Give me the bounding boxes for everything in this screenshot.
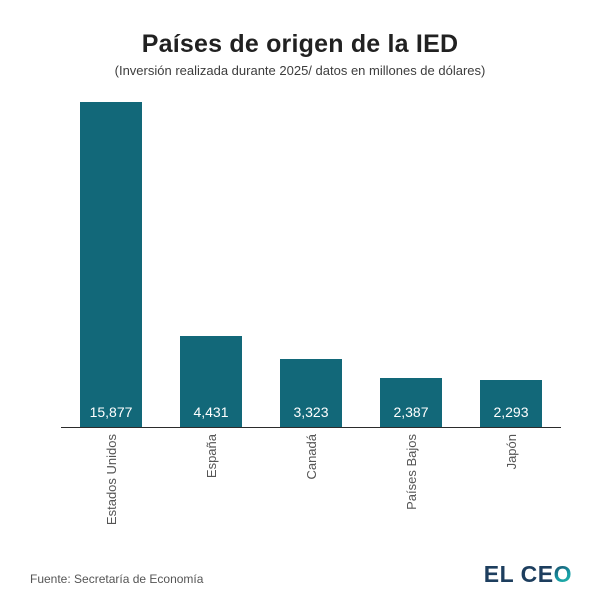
x-tick-slot-paises-bajos: Países Bajos [361, 434, 461, 534]
x-tick-label-estados-unidos: Estados Unidos [103, 434, 119, 526]
bar-slot-estados-unidos: 15,877 [61, 97, 161, 428]
bar-espana: 4,431 [180, 336, 242, 428]
bar-estados-unidos: 15,877 [80, 102, 142, 428]
bar-slot-espana: 4,431 [161, 97, 261, 428]
bar-canada: 3,323 [280, 359, 342, 428]
bar-value-label-canada: 3,323 [293, 404, 329, 421]
bar-slot-paises-bajos: 2,387 [361, 97, 461, 428]
bar-slot-japon: 2,293 [461, 97, 561, 428]
bars-row: 15,877 4,431 3,323 2,387 2,293 [61, 97, 561, 428]
x-tick-label-japon: Japón [503, 434, 519, 470]
bar-value-label-espana: 4,431 [193, 404, 229, 421]
x-tick-slot-espana: España [161, 434, 261, 534]
bar-slot-canada: 3,323 [261, 97, 361, 428]
bar-value-label-japon: 2,293 [493, 404, 529, 421]
x-tick-label-canada: Canadá [303, 434, 319, 480]
logo-text-el-ce: EL CE [483, 561, 554, 587]
bar-value-label-estados-unidos: 15,877 [89, 404, 133, 421]
footer: Fuente: Secretaría de Economía EL CEO [30, 563, 572, 587]
logo-letter-o: O [553, 561, 572, 587]
x-tick-label-espana: España [203, 434, 219, 479]
x-axis-line [61, 427, 561, 429]
chart-subtitle: (Inversión realizada durante 2025/ datos… [114, 63, 486, 78]
x-tick-label-paises-bajos: Países Bajos [403, 434, 419, 511]
x-tick-slot-canada: Canadá [261, 434, 361, 534]
chart-title: Países de origen de la IED [141, 30, 459, 58]
bar-paises-bajos: 2,387 [380, 378, 442, 428]
bar-japon: 2,293 [480, 380, 542, 428]
plot-area: 15,877 4,431 3,323 2,387 2,293 Estados Unido… [61, 97, 561, 534]
source-attribution: Fuente: Secretaría de Economía [30, 572, 204, 586]
x-tick-slot-japon: Japón [461, 434, 561, 534]
x-tick-slot-estados-unidos: Estados Unidos [61, 434, 161, 534]
el-ceo-logo: EL CEO [484, 563, 572, 586]
bar-value-label-paises-bajos: 2,387 [393, 404, 429, 421]
x-tick-labels-row: Estados Unidos España Canadá Países Bajos Ja… [61, 434, 561, 534]
